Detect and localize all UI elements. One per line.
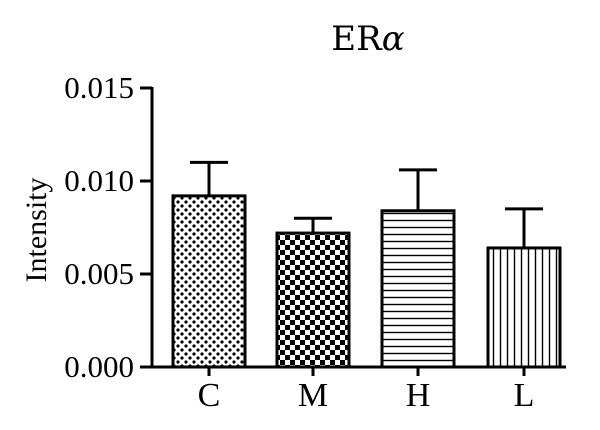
bar-H [380, 209, 456, 369]
x-tick-label-M: M [298, 377, 328, 414]
y-tick-label: 0.005 [64, 256, 134, 291]
y-axis-ticks: 0.000 0.005 0.010 0.015 [64, 70, 152, 384]
y-tick-label: 0.015 [64, 70, 134, 105]
bar-M [275, 231, 351, 369]
error-bars-group [190, 160, 543, 248]
x-tick-label-L: L [514, 377, 535, 414]
x-tick-label-C: C [198, 377, 221, 414]
chart-title-main: ER [331, 19, 383, 59]
chart-title: ERα [331, 19, 404, 59]
y-axis-label: Intensity [20, 178, 53, 283]
y-tick-label: 0.010 [64, 163, 134, 198]
y-tick-label: 0.000 [64, 349, 134, 384]
chart-title-greek: α [382, 19, 405, 59]
bar-C [171, 194, 247, 369]
x-tick-label-H: H [406, 377, 431, 414]
bar-L [486, 246, 562, 369]
bars-group [171, 194, 562, 369]
